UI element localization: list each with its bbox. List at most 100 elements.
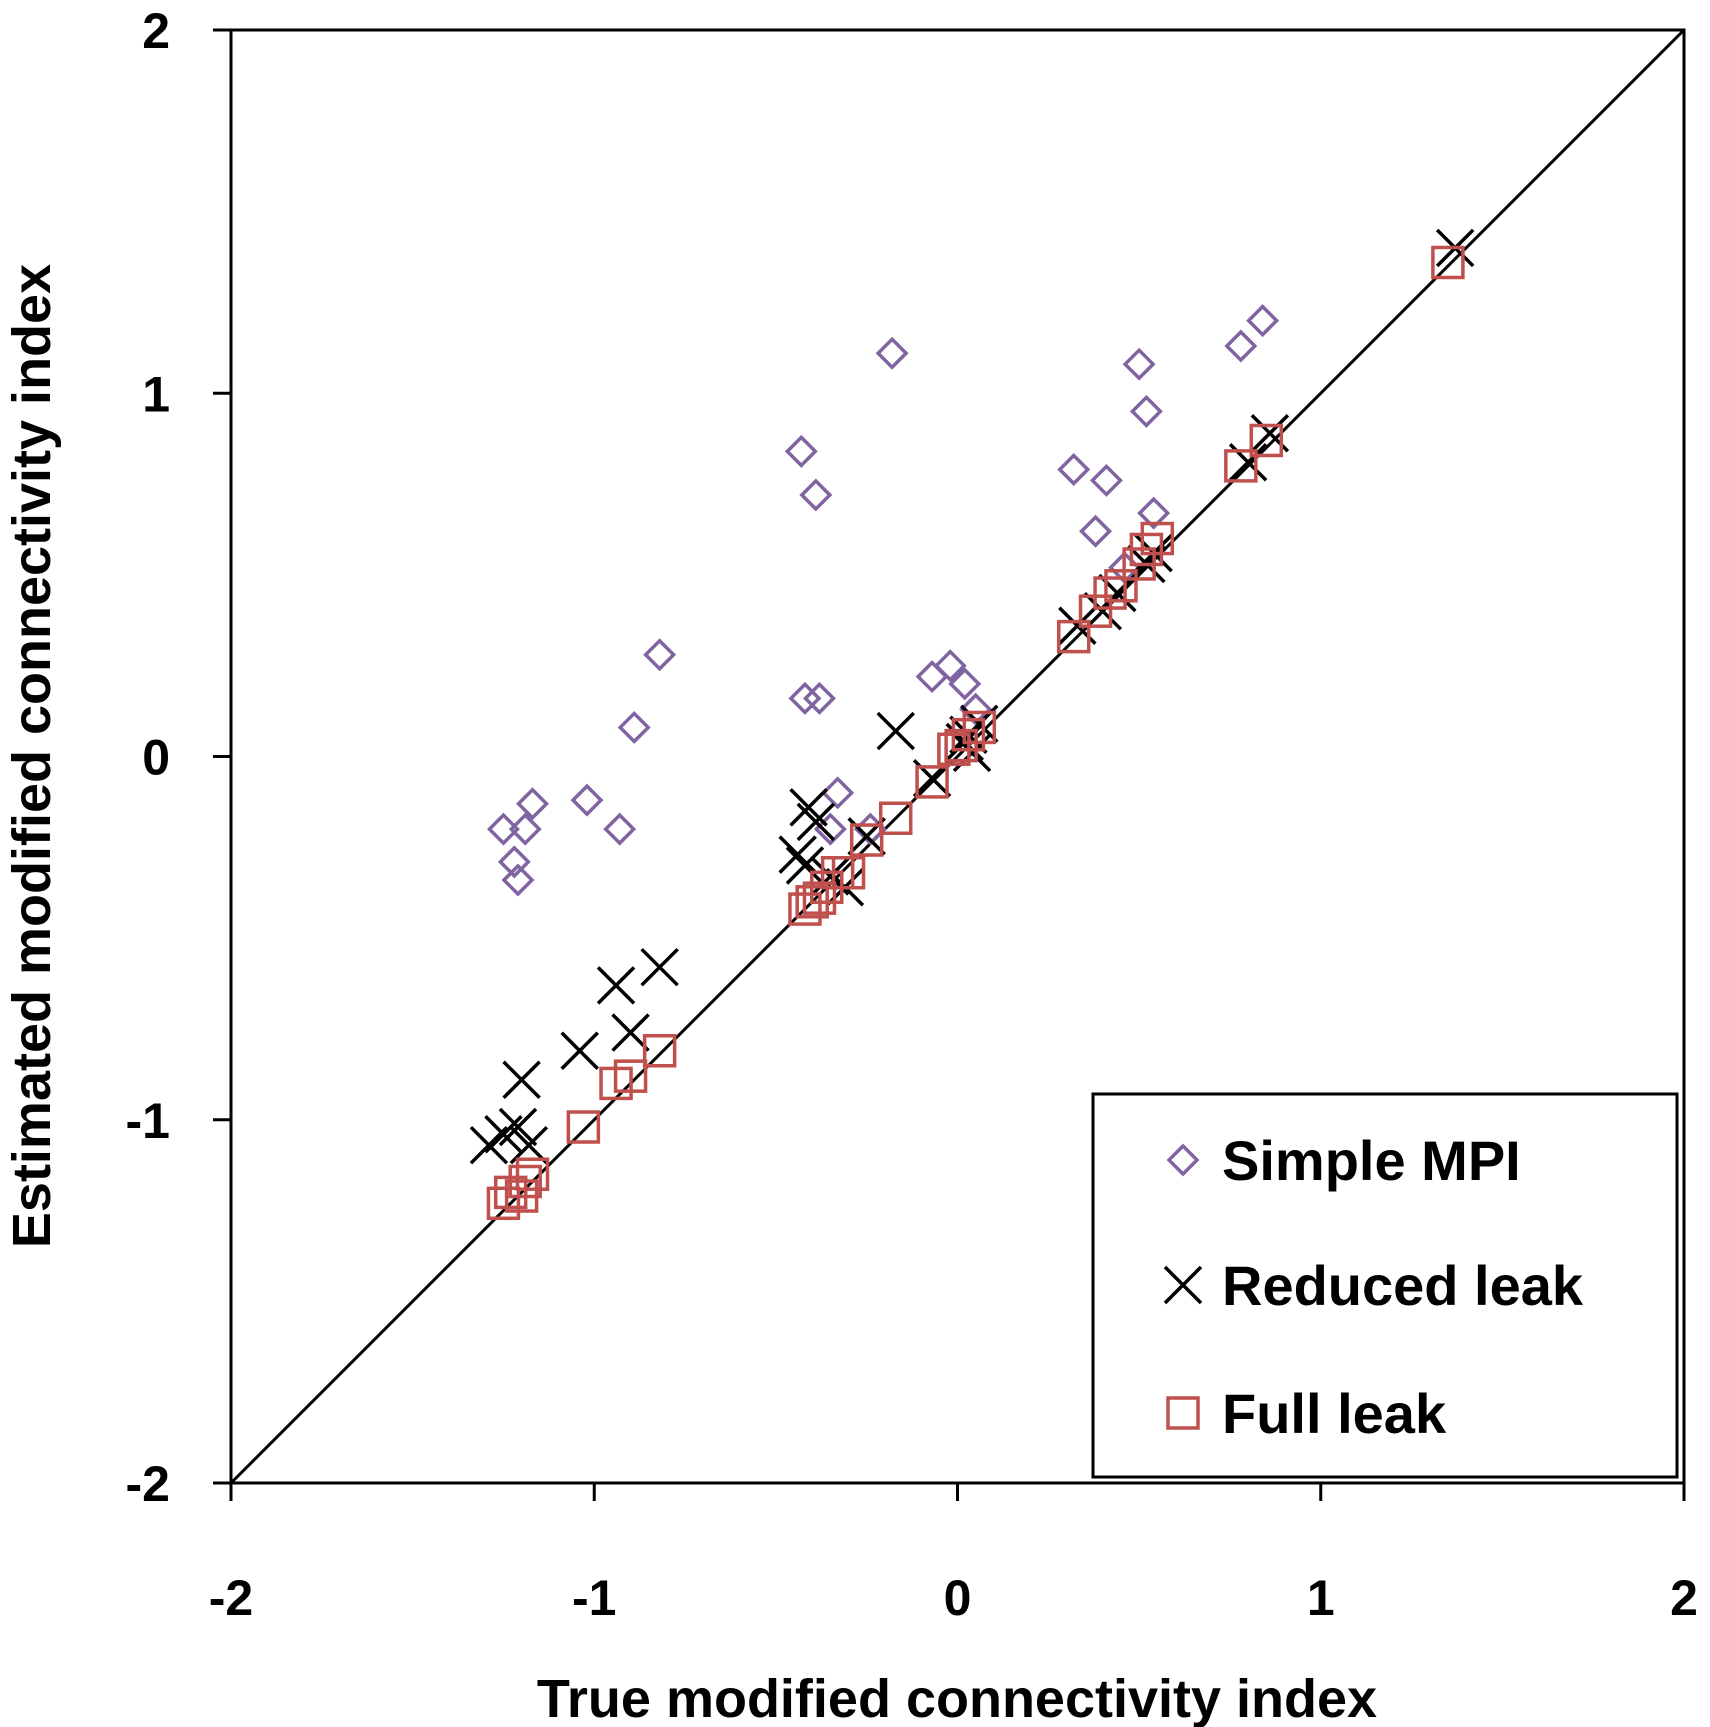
data-point: [508, 812, 542, 846]
legend-label: Simple MPI: [1222, 1129, 1521, 1192]
data-point: [785, 846, 825, 885]
data-point: [1140, 521, 1175, 556]
data-point: [1224, 329, 1258, 363]
x-marker-stroke: [796, 802, 836, 842]
data-point: [802, 881, 837, 915]
data-point: [1249, 423, 1284, 458]
data-point: [502, 1060, 541, 1100]
data-point: [570, 783, 604, 817]
x-marker-stroke: [1250, 413, 1290, 453]
data-point: [948, 667, 982, 701]
data-point: [486, 812, 520, 846]
data-point: [784, 434, 818, 468]
data-point: [849, 823, 884, 857]
y-tick-label: -1: [126, 1093, 170, 1149]
data-point: [1122, 347, 1156, 381]
data-point: [1129, 394, 1163, 428]
x-tick-label: -1: [572, 1570, 616, 1626]
data-point: [962, 710, 997, 745]
data-point: [788, 681, 822, 715]
data-point: [802, 681, 836, 715]
data-point: [813, 812, 847, 846]
data-point: [516, 787, 549, 821]
data-point: [1104, 569, 1138, 603]
data-point: [560, 1031, 599, 1070]
x-marker-stroke: [611, 1013, 650, 1052]
data-point: [642, 1033, 677, 1068]
data-point: [933, 649, 967, 683]
data-point: [796, 802, 836, 842]
data-point: [498, 1107, 538, 1147]
x-marker-stroke: [1163, 1265, 1203, 1305]
data-point: [566, 1110, 601, 1144]
legend-label: Full leak: [1222, 1382, 1447, 1445]
data-point: [915, 765, 949, 799]
data-point: [821, 776, 855, 810]
y-tick-label: 2: [142, 3, 170, 59]
x-marker-stroke: [778, 835, 817, 874]
data-point: [643, 638, 677, 672]
data-point: [878, 801, 913, 836]
data-point: [1089, 463, 1123, 497]
data-point: [509, 1125, 549, 1165]
data-point: [1129, 532, 1164, 567]
x-marker-stroke: [1058, 606, 1097, 645]
data-point: [1079, 514, 1113, 548]
legend: Simple MPI Reduced leak Full leak: [1091, 1092, 1679, 1479]
x-axis-title: True modified connectivity index: [537, 1669, 1377, 1727]
y-tick-label: -2: [126, 1456, 170, 1512]
data-point: [959, 692, 993, 726]
data-point: [1057, 453, 1091, 487]
x-tick-label: 2: [1670, 1570, 1698, 1626]
x-marker-stroke: [640, 947, 679, 987]
data-point: [611, 1013, 650, 1052]
y-tick-label: 0: [142, 730, 170, 786]
x-tick-label: 0: [944, 1570, 972, 1626]
data-point: [515, 1157, 550, 1191]
data-point: [508, 1164, 542, 1199]
x-marker-stroke: [502, 1060, 541, 1100]
x-marker-stroke: [509, 1125, 549, 1165]
x-marker-stroke: [1228, 443, 1268, 482]
data-point: [799, 478, 833, 512]
x-marker-stroke: [560, 1031, 599, 1070]
data-point: [1224, 449, 1258, 483]
legend-marker-square: [1166, 1396, 1200, 1430]
legend-marker-x: [1163, 1265, 1203, 1305]
data-point: [1246, 304, 1280, 338]
data-point: [831, 855, 866, 890]
data-point: [497, 845, 531, 879]
data-point: [951, 717, 986, 752]
y-tick-label: 1: [142, 366, 170, 422]
x-marker-stroke: [789, 788, 828, 827]
data-point: [944, 728, 978, 763]
x-tick-label: -2: [209, 1570, 253, 1626]
series-full-leak: [486, 245, 1465, 1221]
data-point: [501, 863, 535, 897]
data-point: [617, 710, 651, 744]
data-point: [603, 812, 637, 846]
legend-box: [1091, 1092, 1679, 1479]
data-point: [875, 336, 909, 370]
x-marker-stroke: [498, 1107, 538, 1147]
data-point: [778, 835, 817, 874]
data-point: [1431, 245, 1465, 280]
legend-label: Reduced leak: [1222, 1254, 1584, 1317]
data-point: [1137, 496, 1171, 530]
x-marker-stroke: [596, 966, 636, 1005]
data-point: [596, 966, 636, 1005]
data-point: [1056, 619, 1091, 654]
data-point: [640, 947, 679, 987]
x-marker-stroke: [876, 711, 915, 751]
data-point: [1093, 576, 1127, 610]
data-point: [486, 1186, 521, 1221]
series-simple-mpi: [486, 304, 1280, 897]
data-point: [876, 711, 915, 751]
y-axis-title: Estimated modified connectivity index: [2, 264, 62, 1248]
legend-marker-diamond: [1166, 1143, 1200, 1177]
data-point: [613, 1059, 648, 1093]
x-tick-label: 1: [1307, 1570, 1335, 1626]
x-marker-stroke: [785, 846, 825, 885]
reference-line: [229, 28, 1686, 1485]
